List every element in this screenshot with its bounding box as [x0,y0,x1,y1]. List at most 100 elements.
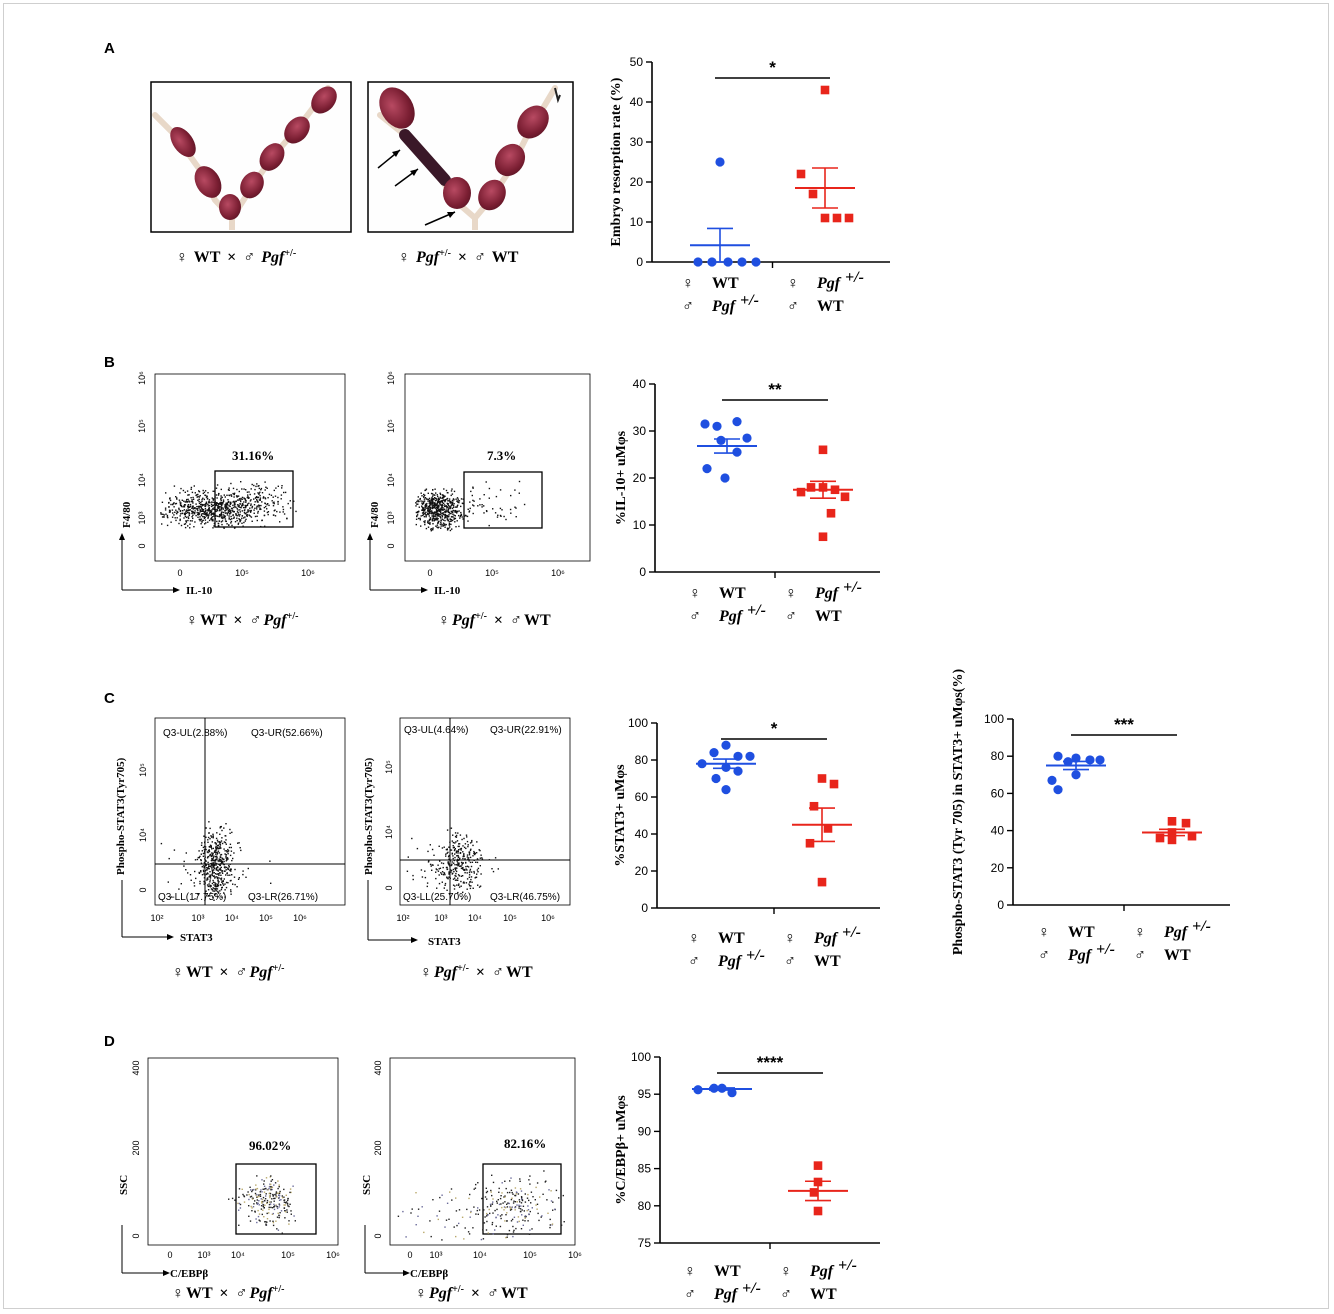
event-dot [192,498,195,500]
event-dot [223,516,225,518]
event-dot [248,502,250,504]
event-dot [261,1191,263,1193]
y-axis-label: %C/EBPβ+ uMφs [614,1095,629,1205]
panel-letter-b: B [104,354,115,371]
event-dot [219,867,221,870]
event-dot [433,494,435,496]
event-dot [446,517,448,519]
event-dot [227,867,229,869]
event-dot [221,516,223,518]
event-dot [230,502,232,505]
event-dot [196,505,198,508]
event-dot [436,524,439,526]
event-dot [212,501,214,503]
event-dot [429,518,431,521]
event-dot [217,848,220,850]
event-dot [234,526,236,529]
event-dot [290,1210,292,1212]
event-dot [443,488,445,490]
event-dot [216,885,218,887]
event-dot [467,844,469,846]
event-dot [444,499,447,502]
event-dot [458,849,460,851]
event-dot [210,514,212,516]
event-dot [224,883,226,885]
event-dot [212,875,215,878]
event-dot [415,518,418,520]
event-dot [201,526,204,528]
event-dot [187,510,189,512]
y-tick-label: 100 [628,716,648,730]
event-dot [462,518,464,520]
event-dot [438,508,440,511]
event-dot [227,858,229,860]
event-dot [522,1219,524,1221]
event-dot [202,519,204,522]
event-dot [270,1201,272,1203]
event-dot [510,494,512,497]
genotype-label: Pgf [713,1286,739,1303]
event-dot [184,526,187,529]
event-dot [464,1227,466,1229]
event-dot [265,1195,267,1197]
event-dot [434,515,437,517]
event-dot [427,508,430,510]
event-dot [422,509,424,511]
event-dot [286,1211,288,1213]
event-dot [424,497,427,499]
event-dot [519,1208,522,1210]
event-dot [277,485,279,487]
event-dot [275,1191,278,1193]
event-dot [465,882,468,884]
event-dot [201,505,203,507]
event-dot [485,481,487,483]
event-dot [228,489,230,491]
event-dot [229,843,232,845]
event-dot [435,506,438,509]
event-dot [227,848,229,851]
y-axis-label: Embryo resorption rate (%) [609,77,624,246]
event-dot [257,496,260,498]
event-dot [214,877,216,879]
event-dot [187,504,190,506]
event-dot [205,827,207,829]
event-dot [213,855,215,857]
event-dot [443,495,445,497]
event-dot [237,509,239,511]
event-dot [468,859,470,861]
event-dot [473,859,475,861]
event-dot [283,491,285,494]
event-dot [524,1215,526,1218]
event-dot [245,501,247,503]
event-dot [227,501,229,504]
event-dot [198,518,200,521]
event-dot [462,851,464,853]
event-dot [221,837,223,839]
event-dot [468,874,471,876]
event-dot [424,506,426,508]
event-dot [540,1216,542,1218]
event-dot [419,497,421,500]
event-dot [283,1188,285,1191]
event-dot [210,501,213,503]
event-dot [445,848,448,851]
event-dot [240,507,242,509]
event-dot [209,877,212,879]
event-dot [417,512,419,514]
sex-symbol: ♂ [1038,947,1050,964]
event-dot [283,1201,286,1203]
event-dot [516,1201,518,1203]
event-dot [477,505,479,507]
genotype-superscript: +/- [843,579,862,596]
event-dot [237,514,240,516]
event-dot [477,1207,479,1209]
event-dot [436,887,438,889]
event-dot [238,518,240,520]
event-dot [239,506,241,508]
event-dot [420,492,422,494]
event-dot [240,500,242,503]
event-dot [231,1197,234,1200]
event-dot [173,849,176,851]
event-dot [259,1220,261,1222]
event-dot [257,512,259,514]
